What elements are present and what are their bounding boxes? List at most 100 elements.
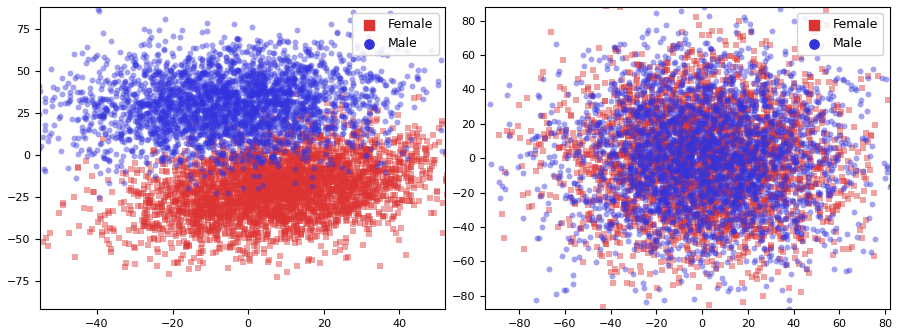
Male xyxy=(674,186,688,192)
Male xyxy=(210,116,224,121)
Male xyxy=(747,103,761,109)
Male xyxy=(832,111,846,117)
Female xyxy=(303,133,318,138)
Male xyxy=(276,50,291,56)
Female xyxy=(722,175,736,180)
Female xyxy=(351,159,365,164)
Female xyxy=(553,174,567,179)
Female xyxy=(373,147,387,152)
Female xyxy=(814,67,829,72)
Female xyxy=(176,159,191,165)
Male xyxy=(157,108,171,113)
Female xyxy=(616,84,631,89)
Female xyxy=(789,111,804,116)
Female xyxy=(792,261,806,267)
Female xyxy=(285,178,300,183)
Female xyxy=(634,154,649,159)
Male xyxy=(645,89,660,94)
Male xyxy=(147,58,161,64)
Female xyxy=(816,150,831,155)
Male xyxy=(199,72,213,77)
Male xyxy=(253,89,267,94)
Female xyxy=(751,194,765,199)
Female xyxy=(269,183,284,189)
Female xyxy=(663,104,678,110)
Female xyxy=(329,161,344,166)
Female xyxy=(218,208,232,214)
Male xyxy=(729,22,743,28)
Male xyxy=(312,75,327,80)
Female xyxy=(656,216,670,221)
Male xyxy=(809,149,824,154)
Male xyxy=(304,52,319,57)
Male xyxy=(370,141,384,146)
Female xyxy=(258,159,273,164)
Male xyxy=(221,79,236,85)
Male xyxy=(248,108,263,114)
Male xyxy=(131,81,146,87)
Male xyxy=(219,54,233,59)
Female xyxy=(588,164,602,169)
Female xyxy=(318,149,332,155)
Male xyxy=(212,120,226,125)
Male xyxy=(734,187,748,193)
Female xyxy=(364,202,379,207)
Male xyxy=(788,93,802,98)
Female xyxy=(290,190,304,196)
Female xyxy=(690,143,705,149)
Male xyxy=(246,124,260,130)
Female xyxy=(347,217,362,223)
Female xyxy=(699,156,714,162)
Male xyxy=(776,147,790,153)
Male xyxy=(678,177,692,182)
Female xyxy=(629,154,643,159)
Male xyxy=(773,100,788,105)
Male xyxy=(213,119,228,124)
Male xyxy=(660,120,674,125)
Female xyxy=(599,200,614,205)
Male xyxy=(220,102,235,108)
Female xyxy=(660,68,674,73)
Male xyxy=(675,118,689,123)
Female xyxy=(378,162,392,168)
Female xyxy=(284,188,299,194)
Female xyxy=(632,182,646,187)
Female xyxy=(687,114,701,119)
Male xyxy=(644,93,659,99)
Female xyxy=(410,131,424,137)
Male xyxy=(222,112,237,118)
Male xyxy=(176,112,191,117)
Male xyxy=(605,184,619,189)
Female xyxy=(218,214,232,219)
Male xyxy=(248,140,263,146)
Male xyxy=(217,85,231,91)
Female xyxy=(639,220,653,225)
Male xyxy=(699,85,714,90)
Male xyxy=(730,123,744,128)
Male xyxy=(243,71,257,76)
Female xyxy=(693,206,707,212)
Male xyxy=(249,113,264,118)
Female xyxy=(870,73,885,78)
Male xyxy=(396,81,410,86)
Female xyxy=(713,99,727,104)
Male xyxy=(279,68,293,74)
Male xyxy=(113,66,128,71)
Male xyxy=(789,224,804,229)
Male xyxy=(239,119,254,125)
Female xyxy=(286,189,301,195)
Female xyxy=(697,218,711,223)
Male xyxy=(734,104,749,110)
Male xyxy=(654,197,669,202)
Female xyxy=(381,137,395,143)
Female xyxy=(267,137,282,143)
Female xyxy=(370,133,384,138)
Female xyxy=(261,163,275,169)
Male xyxy=(189,128,203,134)
Male xyxy=(104,38,118,43)
Female xyxy=(322,179,337,185)
Female xyxy=(751,242,765,247)
Male xyxy=(138,27,152,32)
Male xyxy=(775,102,789,107)
Female xyxy=(222,189,237,195)
